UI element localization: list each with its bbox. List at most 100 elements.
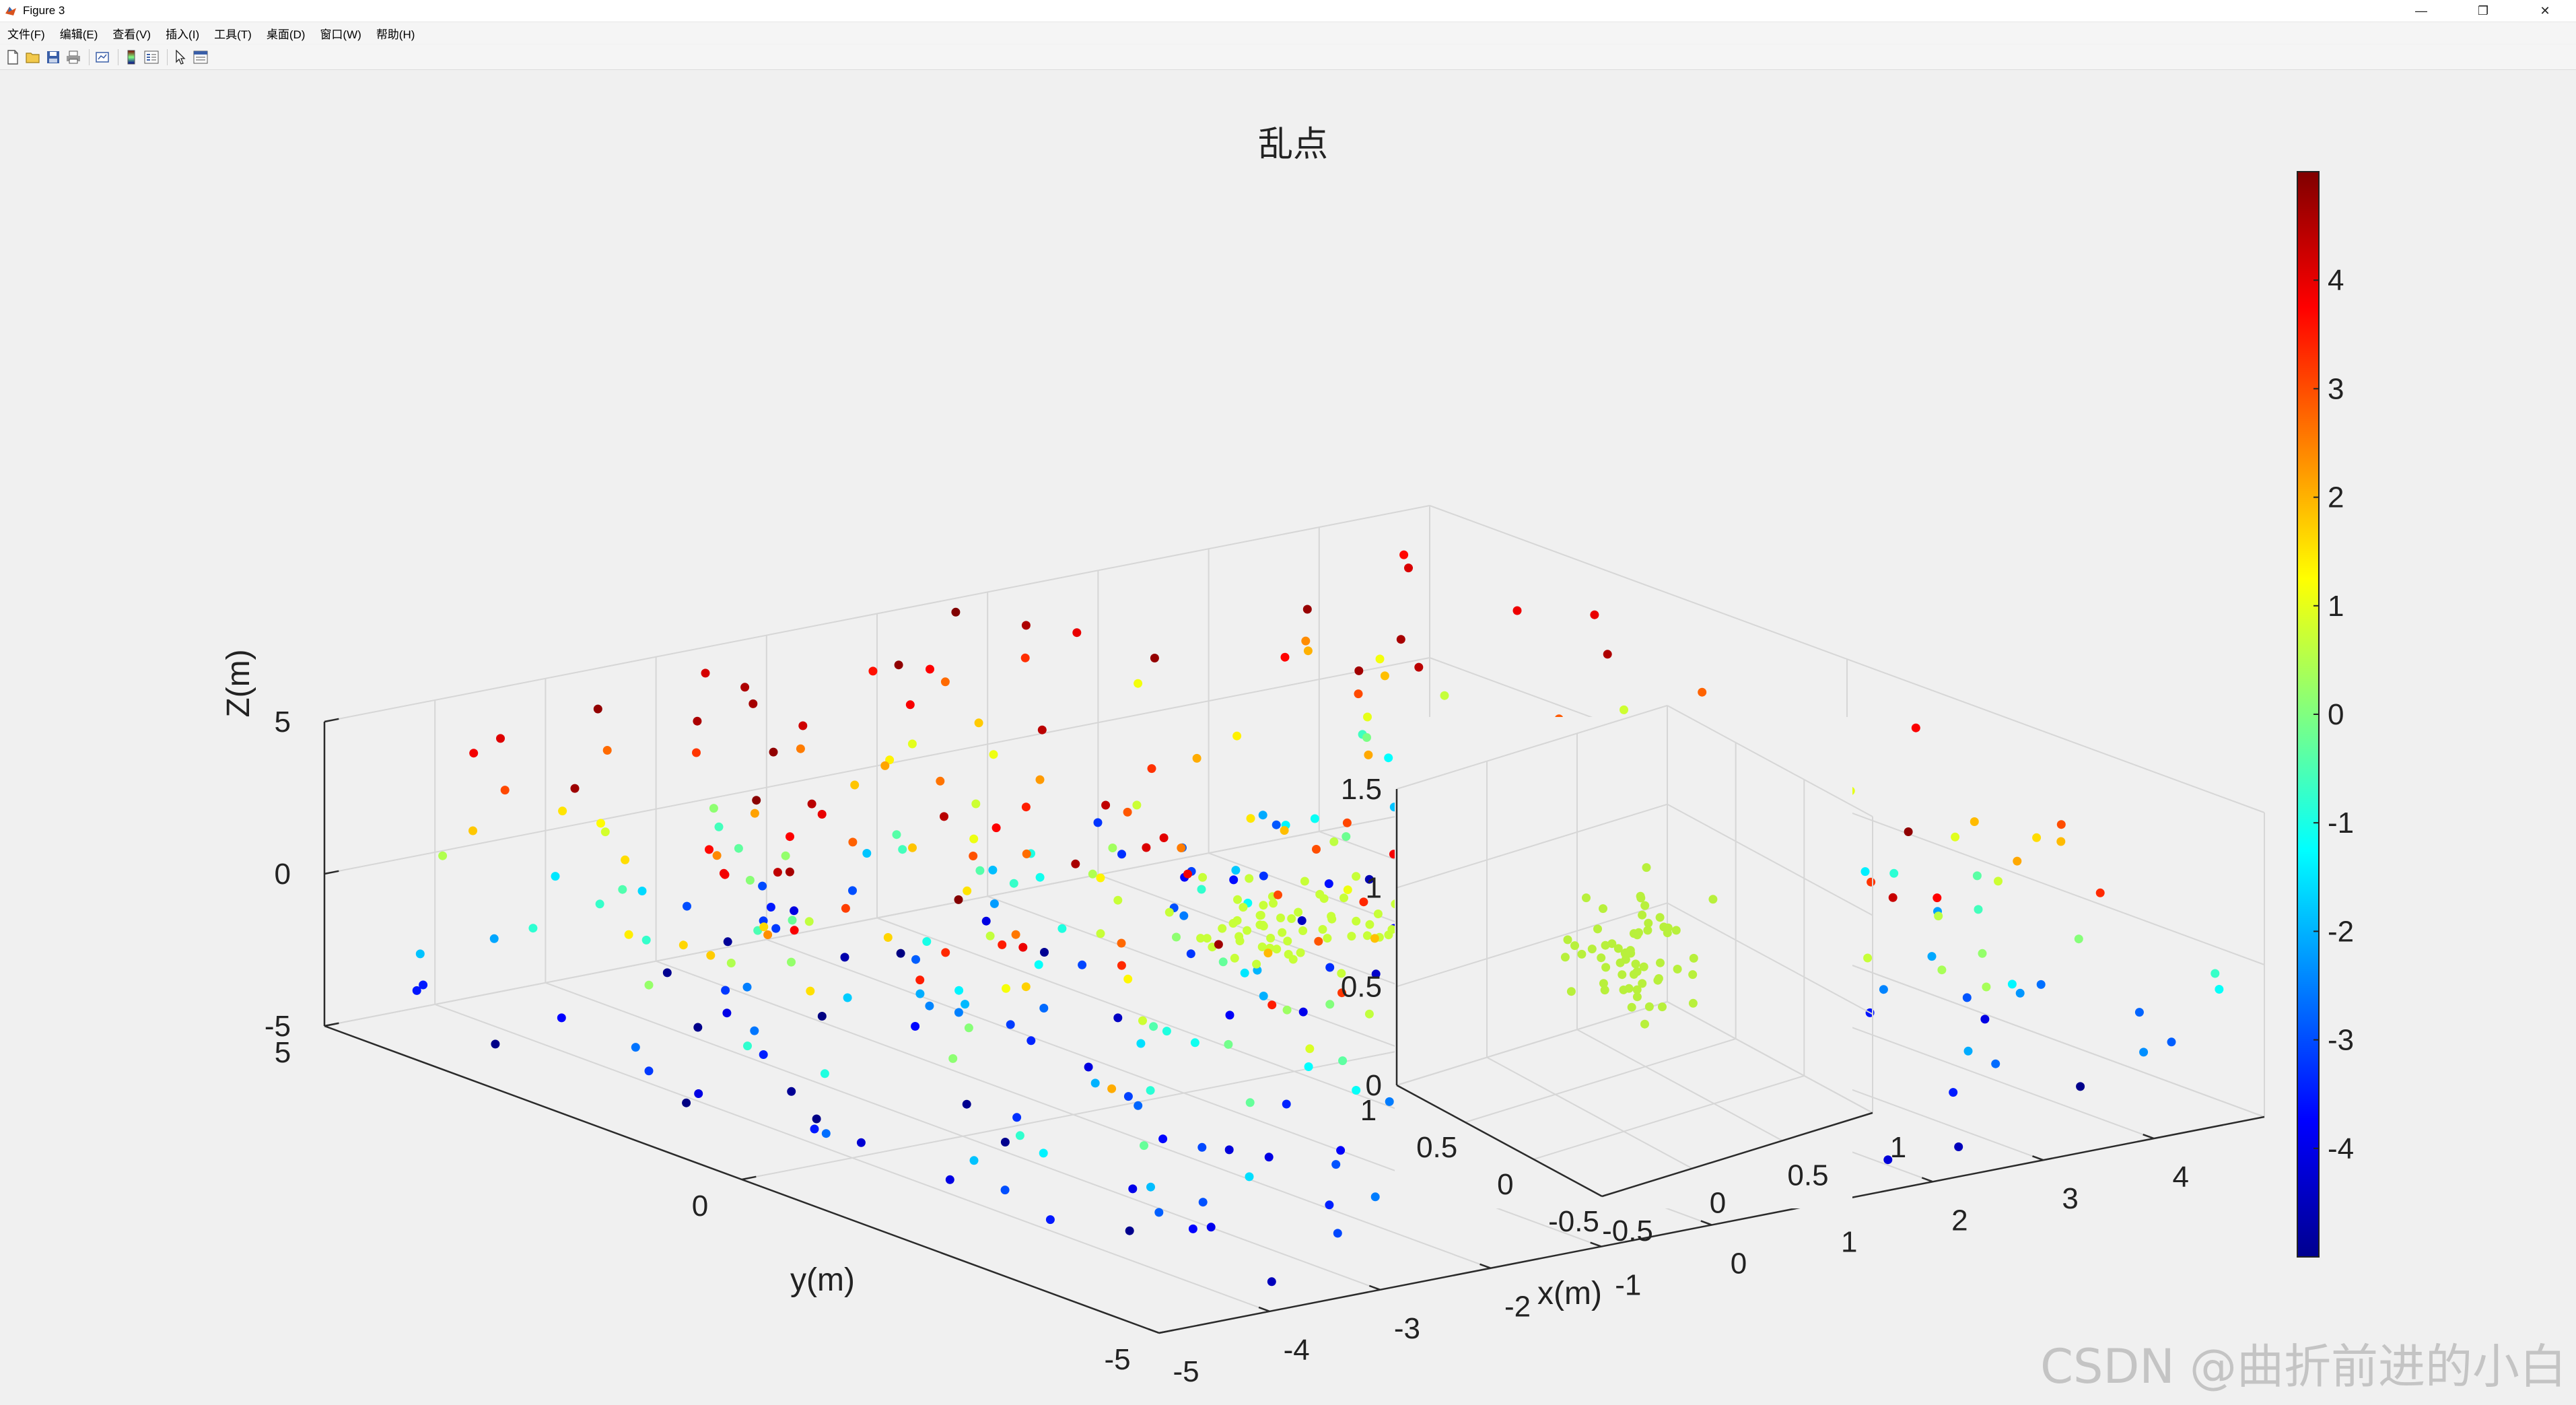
new-figure-icon[interactable] <box>4 48 22 66</box>
scatter-point <box>644 980 654 990</box>
scatter-point <box>1000 1138 1010 1146</box>
scatter-point <box>1963 1046 1973 1056</box>
scatter-point <box>1093 818 1103 827</box>
scatter-point <box>988 865 998 875</box>
scatter-point <box>817 810 827 819</box>
menu-file[interactable]: 文件(F) <box>7 28 45 41</box>
x-tick-mark <box>2143 1133 2155 1140</box>
scatter-point <box>726 959 736 967</box>
scatter-point <box>1107 1084 1117 1093</box>
colorbar-tick-label: 2 <box>2328 481 2344 514</box>
scatter-point <box>1164 907 1174 917</box>
scatter-point <box>1329 837 1339 846</box>
scatter-point <box>1399 550 1409 559</box>
scatter-point <box>936 776 945 786</box>
chart-title: 乱点 <box>1258 125 1328 164</box>
scatter-point <box>1860 867 1870 877</box>
scatter-point <box>1117 961 1126 970</box>
open-file-icon[interactable] <box>24 48 42 66</box>
inset-x-tick-label: 1 <box>1890 1131 1906 1164</box>
menu-insert[interactable]: 插入(I) <box>166 28 200 41</box>
scatter-point <box>771 924 781 933</box>
figure-toolbar <box>0 44 2576 70</box>
scatter-point <box>750 1026 759 1035</box>
scatter-point <box>1154 1208 1164 1217</box>
scatter-point <box>1603 650 1612 659</box>
scatter-point <box>810 1124 819 1134</box>
scatter-point <box>1384 753 1393 763</box>
x-tick-mark <box>2032 1155 2044 1161</box>
scatter-point <box>1325 1200 1334 1210</box>
menu-desktop[interactable]: 桌面(D) <box>266 28 306 41</box>
insert-colorbar-icon[interactable] <box>123 48 140 66</box>
wall-grid-line-z <box>324 657 1430 875</box>
menu-edit[interactable]: 编辑(E) <box>59 28 98 41</box>
scatter-point <box>1188 1224 1197 1233</box>
inset-scatter-point <box>1624 984 1634 993</box>
menu-help[interactable]: 帮助(H) <box>376 28 415 41</box>
close-button[interactable]: ✕ <box>2540 3 2550 18</box>
scatter-point <box>1352 916 1361 926</box>
menu-window[interactable]: 窗口(W) <box>320 28 361 41</box>
scatter-point <box>1258 811 1267 820</box>
scatter-point <box>798 721 808 730</box>
scatter-point <box>1034 960 1043 969</box>
scatter-point <box>1385 1097 1394 1106</box>
scatter-point <box>2036 980 2046 989</box>
scatter-point <box>1096 873 1105 883</box>
inset-scatter-point <box>1582 893 1591 903</box>
scatter-point <box>1318 925 1327 934</box>
menu-tools[interactable]: 工具(T) <box>214 28 252 41</box>
inset-scatter-point <box>1688 998 1698 1008</box>
inset-scatter-point <box>1671 926 1681 935</box>
scatter-point <box>1590 610 1599 619</box>
inset-z-tick-label: 1.5 <box>1341 773 1382 806</box>
menu-view[interactable]: 查看(V) <box>112 28 151 41</box>
scatter-point <box>781 851 790 860</box>
scatter-point <box>1026 1036 1036 1046</box>
scatter-point <box>1039 1149 1048 1158</box>
toolbar-separator <box>89 48 90 65</box>
colorbar[interactable]: 4 3 2 1 0 -1 -2 -3 -4 <box>2297 171 2354 1258</box>
restore-button[interactable]: ❐ <box>2477 3 2489 18</box>
scatter-point <box>1006 1020 1015 1029</box>
scatter-point <box>1364 750 1373 759</box>
inset-scatter-point <box>1654 974 1663 983</box>
colorbar-tick-label: -2 <box>2328 915 2354 948</box>
scatter-point <box>693 1023 703 1032</box>
y-tick-mark <box>741 1175 757 1181</box>
save-icon[interactable] <box>44 48 62 66</box>
edit-plot-icon[interactable] <box>172 48 189 66</box>
scatter-point <box>2056 820 2066 829</box>
scatter-point <box>1362 931 1372 940</box>
property-inspector-icon[interactable] <box>192 48 209 66</box>
link-plot-icon[interactable] <box>94 48 111 66</box>
colorbar-tick-label: -1 <box>2328 807 2354 839</box>
scatter-point <box>1274 890 1282 899</box>
scatter-point <box>1297 916 1307 925</box>
minimize-button[interactable]: — <box>2415 3 2427 18</box>
scatter-point <box>742 982 752 992</box>
scatter-point <box>785 867 794 877</box>
matlab-app-icon <box>5 7 16 15</box>
scatter-point <box>1272 820 1281 829</box>
scatter-point <box>1371 969 1381 979</box>
scatter-point <box>1387 925 1397 934</box>
scatter-point <box>1113 895 1123 905</box>
z-tick-label: -5 <box>265 1010 291 1043</box>
insert-legend-icon[interactable] <box>143 48 160 66</box>
print-icon[interactable] <box>65 48 82 66</box>
scatter-point <box>1198 872 1208 882</box>
scatter-point <box>1035 872 1045 882</box>
scatter-point <box>1138 1016 1147 1025</box>
scatter-point <box>1978 949 1987 958</box>
inset-scatter-point <box>1601 940 1610 950</box>
x-tick-label: 0 <box>1731 1247 1747 1280</box>
scatter-point <box>964 1023 973 1033</box>
scatter-point <box>631 1043 640 1052</box>
scatter-point <box>1302 605 1312 614</box>
scatter-point <box>915 989 925 998</box>
